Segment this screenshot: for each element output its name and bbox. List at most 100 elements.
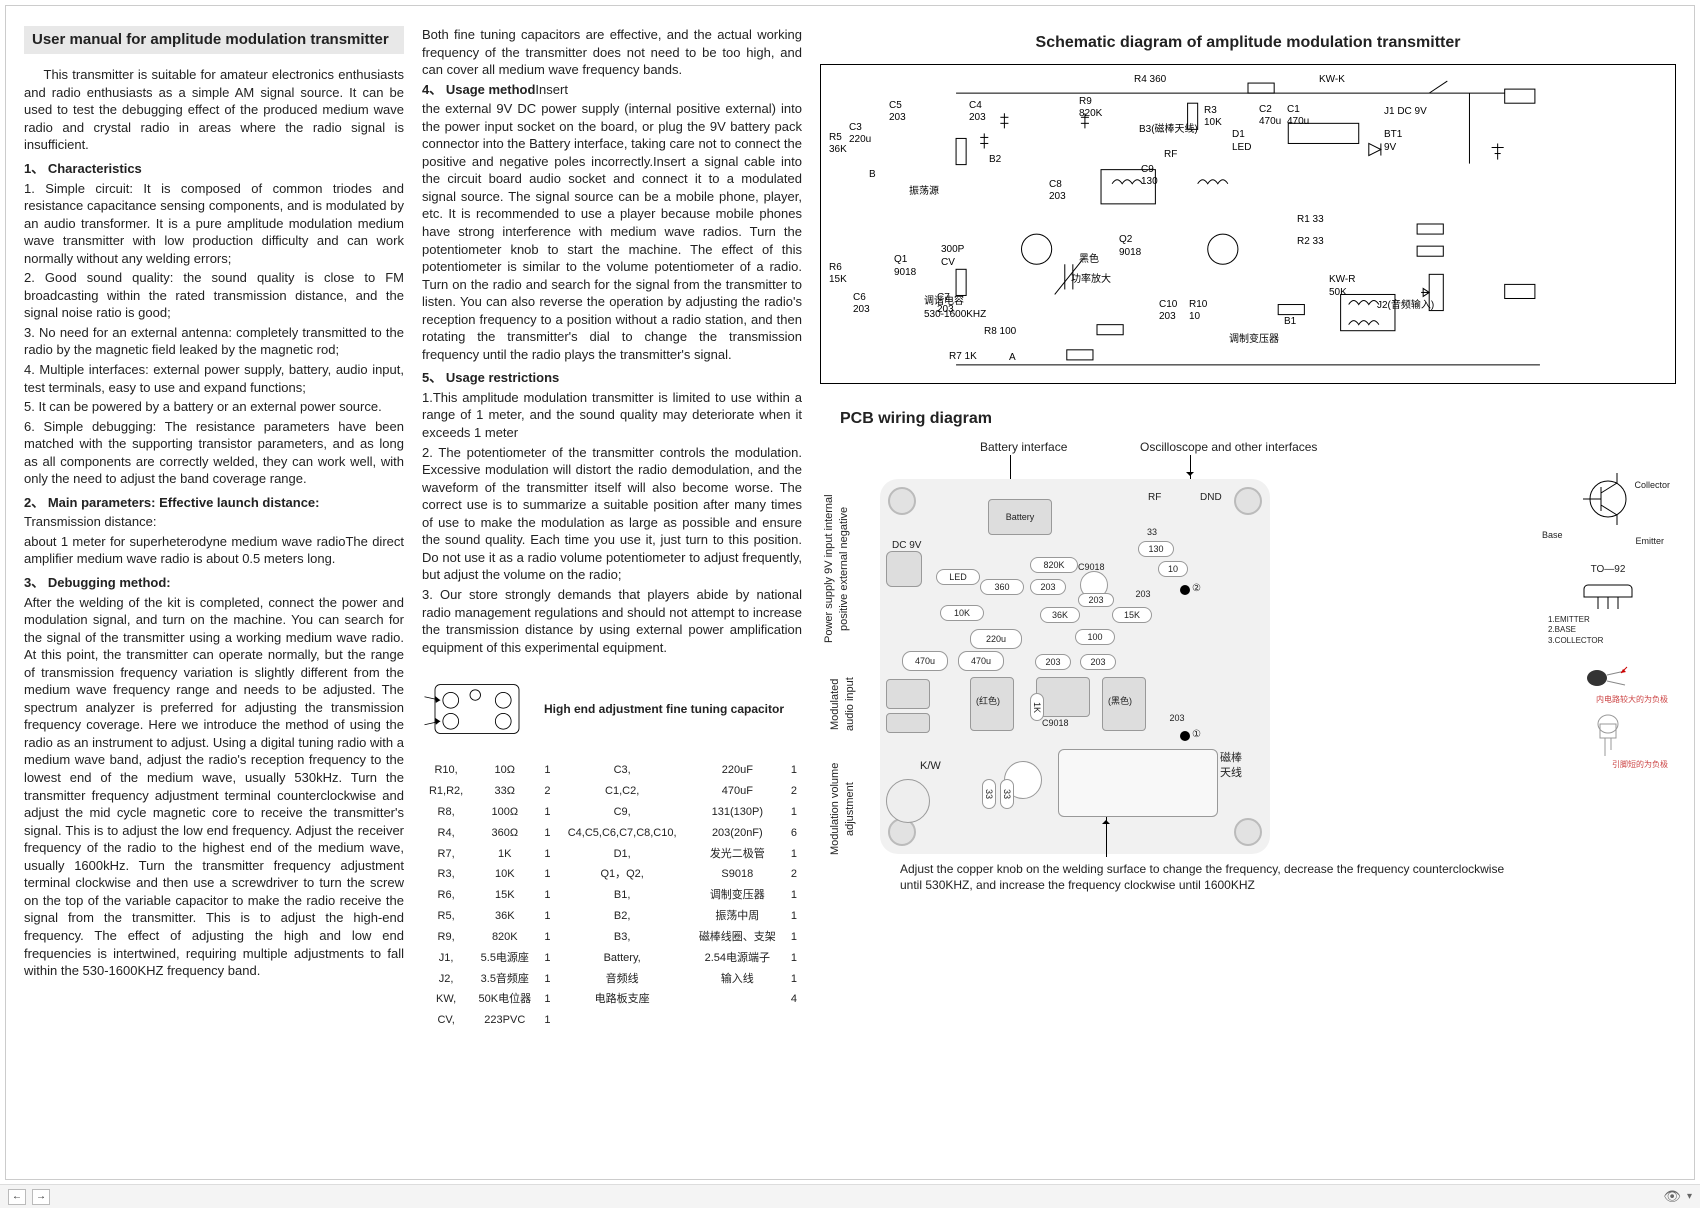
- cmp-470u-2: 470u: [958, 651, 1004, 671]
- cmp-ant: 磁棒 天线: [1220, 751, 1242, 781]
- method-lead: Insert: [535, 82, 568, 97]
- table-cell: R6,: [422, 885, 470, 906]
- lbl-r6v: 15K: [829, 273, 847, 287]
- cmp-c9018-block: [1036, 677, 1090, 717]
- lbl-amp: 功率放大: [1071, 273, 1111, 287]
- fine-tune-capacitor-block: High end adjustment fine tuning capacito…: [422, 674, 802, 744]
- nav-prev-button[interactable]: ←: [8, 1189, 26, 1205]
- table-row: J2,3.5音频座1音频线输入线1: [422, 969, 802, 990]
- table-cell: 820K: [470, 927, 539, 948]
- heading-debug: 3、 Debugging method:: [24, 574, 404, 592]
- table-cell: 2: [786, 781, 802, 802]
- table-cell: B1,: [555, 885, 688, 906]
- cmp-kw: K/W: [920, 759, 941, 774]
- aux-collector: Collector: [1634, 479, 1670, 491]
- table-cell: 1: [539, 844, 555, 865]
- lbl-kwk: KW-K: [1319, 73, 1345, 87]
- table-cell: 1: [539, 885, 555, 906]
- method-body: the external 9V DC power supply (interna…: [422, 100, 802, 363]
- param-label: Transmission distance:: [24, 513, 404, 531]
- pcb-diagram: Battery interface Oscilloscope and other…: [820, 439, 1676, 899]
- view-icon[interactable]: 👁: [1663, 1187, 1681, 1206]
- lbl-r3v: 10K: [1204, 116, 1222, 130]
- table-cell: 输入线: [689, 969, 786, 990]
- lbl-c1v: 470u: [1287, 115, 1309, 129]
- table-row: R10,10Ω1C3,220uF1: [422, 760, 802, 781]
- aux-emitter: Emitter: [1635, 535, 1664, 547]
- heading-params: 2、 Main parameters: Effective launch dis…: [24, 494, 404, 512]
- table-cell: B3,: [555, 927, 688, 948]
- table-cell: R9,: [422, 927, 470, 948]
- cmp-led: LED: [936, 569, 980, 585]
- table-cell: 2: [786, 864, 802, 885]
- pcb-board: Battery DC 9V RF DND LED 820K 360 10K 22…: [880, 479, 1270, 854]
- table-cell: 15K: [470, 885, 539, 906]
- table-row: R3,10K1Q1，Q2,S90182: [422, 864, 802, 885]
- lbl-r1: R1 33: [1297, 213, 1324, 227]
- table-row: R6,15K1B1,调制变压器1: [422, 885, 802, 906]
- table-cell: KW,: [422, 989, 470, 1010]
- cmp-203-4: 203: [1078, 593, 1114, 607]
- lbl-c2v: 470u: [1259, 115, 1281, 129]
- main-title: User manual for amplitude modulation tra…: [24, 26, 404, 54]
- table-cell: 10Ω: [470, 760, 539, 781]
- table-cell: 131(130P): [689, 802, 786, 823]
- table-cell: 1: [786, 802, 802, 823]
- lbl-r10v: 10: [1189, 310, 1200, 324]
- lbl-c9v: 130: [1141, 175, 1158, 189]
- arrow-tune: [1106, 817, 1107, 857]
- table-cell: C4,C5,C6,C7,C8,C10,: [555, 823, 688, 844]
- column-right: Schematic diagram of amplitude modulatio…: [820, 26, 1676, 1159]
- intro-text: This transmitter is suitable for amateur…: [24, 66, 404, 154]
- capacitor-icon: [422, 674, 532, 744]
- nav-next-button[interactable]: →: [32, 1189, 50, 1205]
- table-cell: 音频线: [555, 969, 688, 990]
- table-cell: B2,: [555, 906, 688, 927]
- lbl-r8: R8 100: [984, 325, 1016, 339]
- lbl-tune: 调谐电容 530-1600KHZ: [924, 295, 986, 322]
- side-label-power: Power supply 9V input internal positive …: [822, 489, 852, 649]
- schematic-title: Schematic diagram of amplitude modulatio…: [820, 32, 1676, 54]
- lbl-rf: RF: [1164, 148, 1177, 162]
- lbl-j2: J2(音频输入): [1377, 299, 1434, 313]
- restrict-2: 2. The potentiometer of the transmitter …: [422, 444, 802, 584]
- table-cell: 1: [786, 760, 802, 781]
- table-cell: R4,: [422, 823, 470, 844]
- table-row: R7,1K1D1,发光二极管1: [422, 844, 802, 865]
- table-cell: 1: [786, 969, 802, 990]
- cmp-360: 360: [980, 579, 1024, 595]
- schematic-diagram: C5 203 C4 203 C3 220u R5 36K R6 15K C6 2…: [820, 64, 1676, 384]
- debug-body: After the welding of the kit is complete…: [24, 594, 404, 980]
- arrow-osc: [1190, 455, 1191, 479]
- char-1: 1. Simple circuit: It is composed of com…: [24, 180, 404, 268]
- dropdown-icon[interactable]: ▾: [1687, 1190, 1692, 1204]
- aux-c: 3.COLLECTOR: [1548, 636, 1668, 647]
- table-cell: 2.54电源端子: [689, 948, 786, 969]
- table-cell: 1: [539, 1010, 555, 1031]
- lbl-b1: B1: [1284, 315, 1296, 329]
- status-bar: ← → 👁 ▾: [0, 1184, 1700, 1208]
- cmp-100: 100: [1075, 629, 1115, 645]
- table-cell: [689, 1010, 786, 1031]
- table-cell: 203(20nF): [689, 823, 786, 844]
- fine-tune-caption: High end adjustment fine tuning capacito…: [544, 701, 784, 717]
- cmp-36k: 36K: [1040, 607, 1080, 623]
- table-cell: 36K: [470, 906, 539, 927]
- table-cell: 4: [786, 989, 802, 1010]
- lbl-c10v: 203: [1159, 310, 1176, 324]
- char-2: 2. Good sound quality: the sound quality…: [24, 269, 404, 322]
- table-cell: C1,C2,: [555, 781, 688, 802]
- lbl-b3: B3(磁棒天线): [1139, 123, 1198, 137]
- table-row: J1,5.5电源座1Battery,2.54电源端子1: [422, 948, 802, 969]
- document-page: User manual for amplitude modulation tra…: [5, 5, 1695, 1180]
- lbl-bt1: BT1 9V: [1384, 128, 1402, 155]
- cmp-10: 10: [1158, 561, 1188, 577]
- cmp-33-b: 33: [1000, 779, 1014, 809]
- lbl-c8v: 203: [1049, 190, 1066, 204]
- table-cell: 1: [539, 948, 555, 969]
- lbl-modtx: 调制变压器: [1229, 333, 1279, 347]
- pcb-aux: Base Collector Emitter TO—92 1.EMITTER 2…: [1548, 469, 1668, 770]
- column-middle: Both fine tuning capacitors are effectiv…: [422, 26, 802, 1159]
- table-row: R4,360Ω1C4,C5,C6,C7,C8,C10,203(20nF)6: [422, 823, 802, 844]
- cmp-33-a: 33: [982, 779, 996, 809]
